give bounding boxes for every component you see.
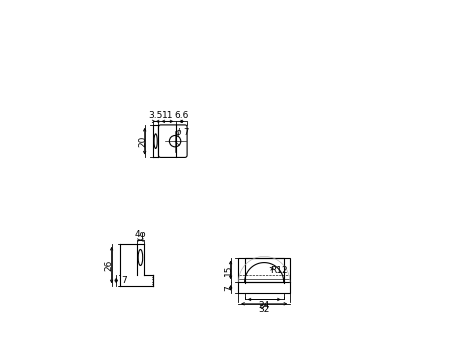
Text: 7: 7 bbox=[121, 276, 127, 285]
Text: R12: R12 bbox=[270, 265, 287, 275]
Text: 24: 24 bbox=[258, 301, 270, 310]
Text: 6.6: 6.6 bbox=[174, 111, 189, 120]
Text: 4φ: 4φ bbox=[134, 230, 146, 239]
Text: 7: 7 bbox=[224, 285, 233, 291]
Bar bbox=[238, 258, 290, 294]
Text: 26: 26 bbox=[105, 259, 114, 271]
Text: 3.5: 3.5 bbox=[149, 111, 163, 120]
Text: 20: 20 bbox=[138, 136, 147, 147]
Bar bbox=[245, 258, 284, 282]
Text: 15: 15 bbox=[224, 264, 233, 276]
Text: 11: 11 bbox=[162, 111, 173, 120]
Text: $\phi$ 7: $\phi$ 7 bbox=[174, 126, 189, 139]
Text: 32: 32 bbox=[258, 306, 270, 314]
